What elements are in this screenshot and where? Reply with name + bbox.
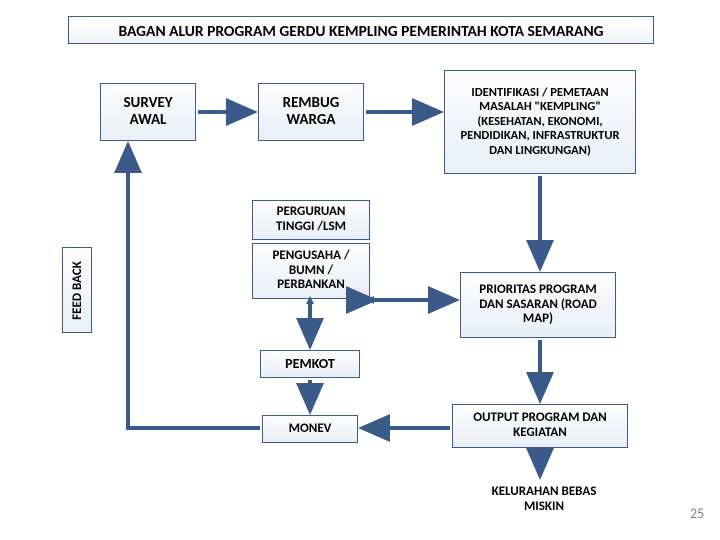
node-rembug: REMBUG WARGA	[258, 83, 364, 141]
node-survey-label: SURVEY AWAL	[107, 95, 189, 130]
node-survey: SURVEY AWAL	[100, 83, 196, 141]
node-pengusaha-label: PENGUSAHA / BUMN / PERBANKAN	[259, 249, 363, 294]
node-feedback-label: FEED BACK	[70, 261, 85, 320]
node-output: OUTPUT PROGRAM DAN KEGIATAN	[452, 404, 628, 448]
node-monev: MONEV	[262, 415, 358, 443]
node-kelurahan: KELURAHAN BEBAS MISKIN	[476, 480, 612, 520]
node-pemkot-label: PEMKOT	[285, 356, 335, 372]
node-prioritas: PRIORITAS PROGRAM DAN SASARAN (ROAD MAP)	[460, 272, 616, 338]
node-monev-label: MONEV	[289, 422, 332, 437]
page-number: 25	[690, 505, 704, 522]
node-identifikasi-label: IDENTIFIKASI / PEMETAAN MASALAH "KEMPLIN…	[451, 86, 629, 158]
node-feedback: FEED BACK	[62, 247, 92, 333]
node-identifikasi: IDENTIFIKASI / PEMETAAN MASALAH "KEMPLIN…	[444, 70, 636, 174]
diagram-title: BAGAN ALUR PROGRAM GERDU KEMPLING PEMERI…	[68, 16, 654, 44]
node-output-label: OUTPUT PROGRAM DAN KEGIATAN	[459, 411, 621, 441]
node-rembug-label: REMBUG WARGA	[265, 95, 357, 130]
node-perguruan-label: PERGURUAN TINGGI /LSM	[259, 205, 363, 235]
node-perguruan: PERGURUAN TINGGI /LSM	[252, 200, 370, 240]
node-prioritas-label: PRIORITAS PROGRAM DAN SASARAN (ROAD MAP)	[467, 283, 609, 328]
node-pengusaha: PENGUSAHA / BUMN / PERBANKAN	[252, 243, 370, 299]
node-kelurahan-label: KELURAHAN BEBAS MISKIN	[482, 485, 606, 515]
node-pemkot: PEMKOT	[260, 350, 360, 378]
